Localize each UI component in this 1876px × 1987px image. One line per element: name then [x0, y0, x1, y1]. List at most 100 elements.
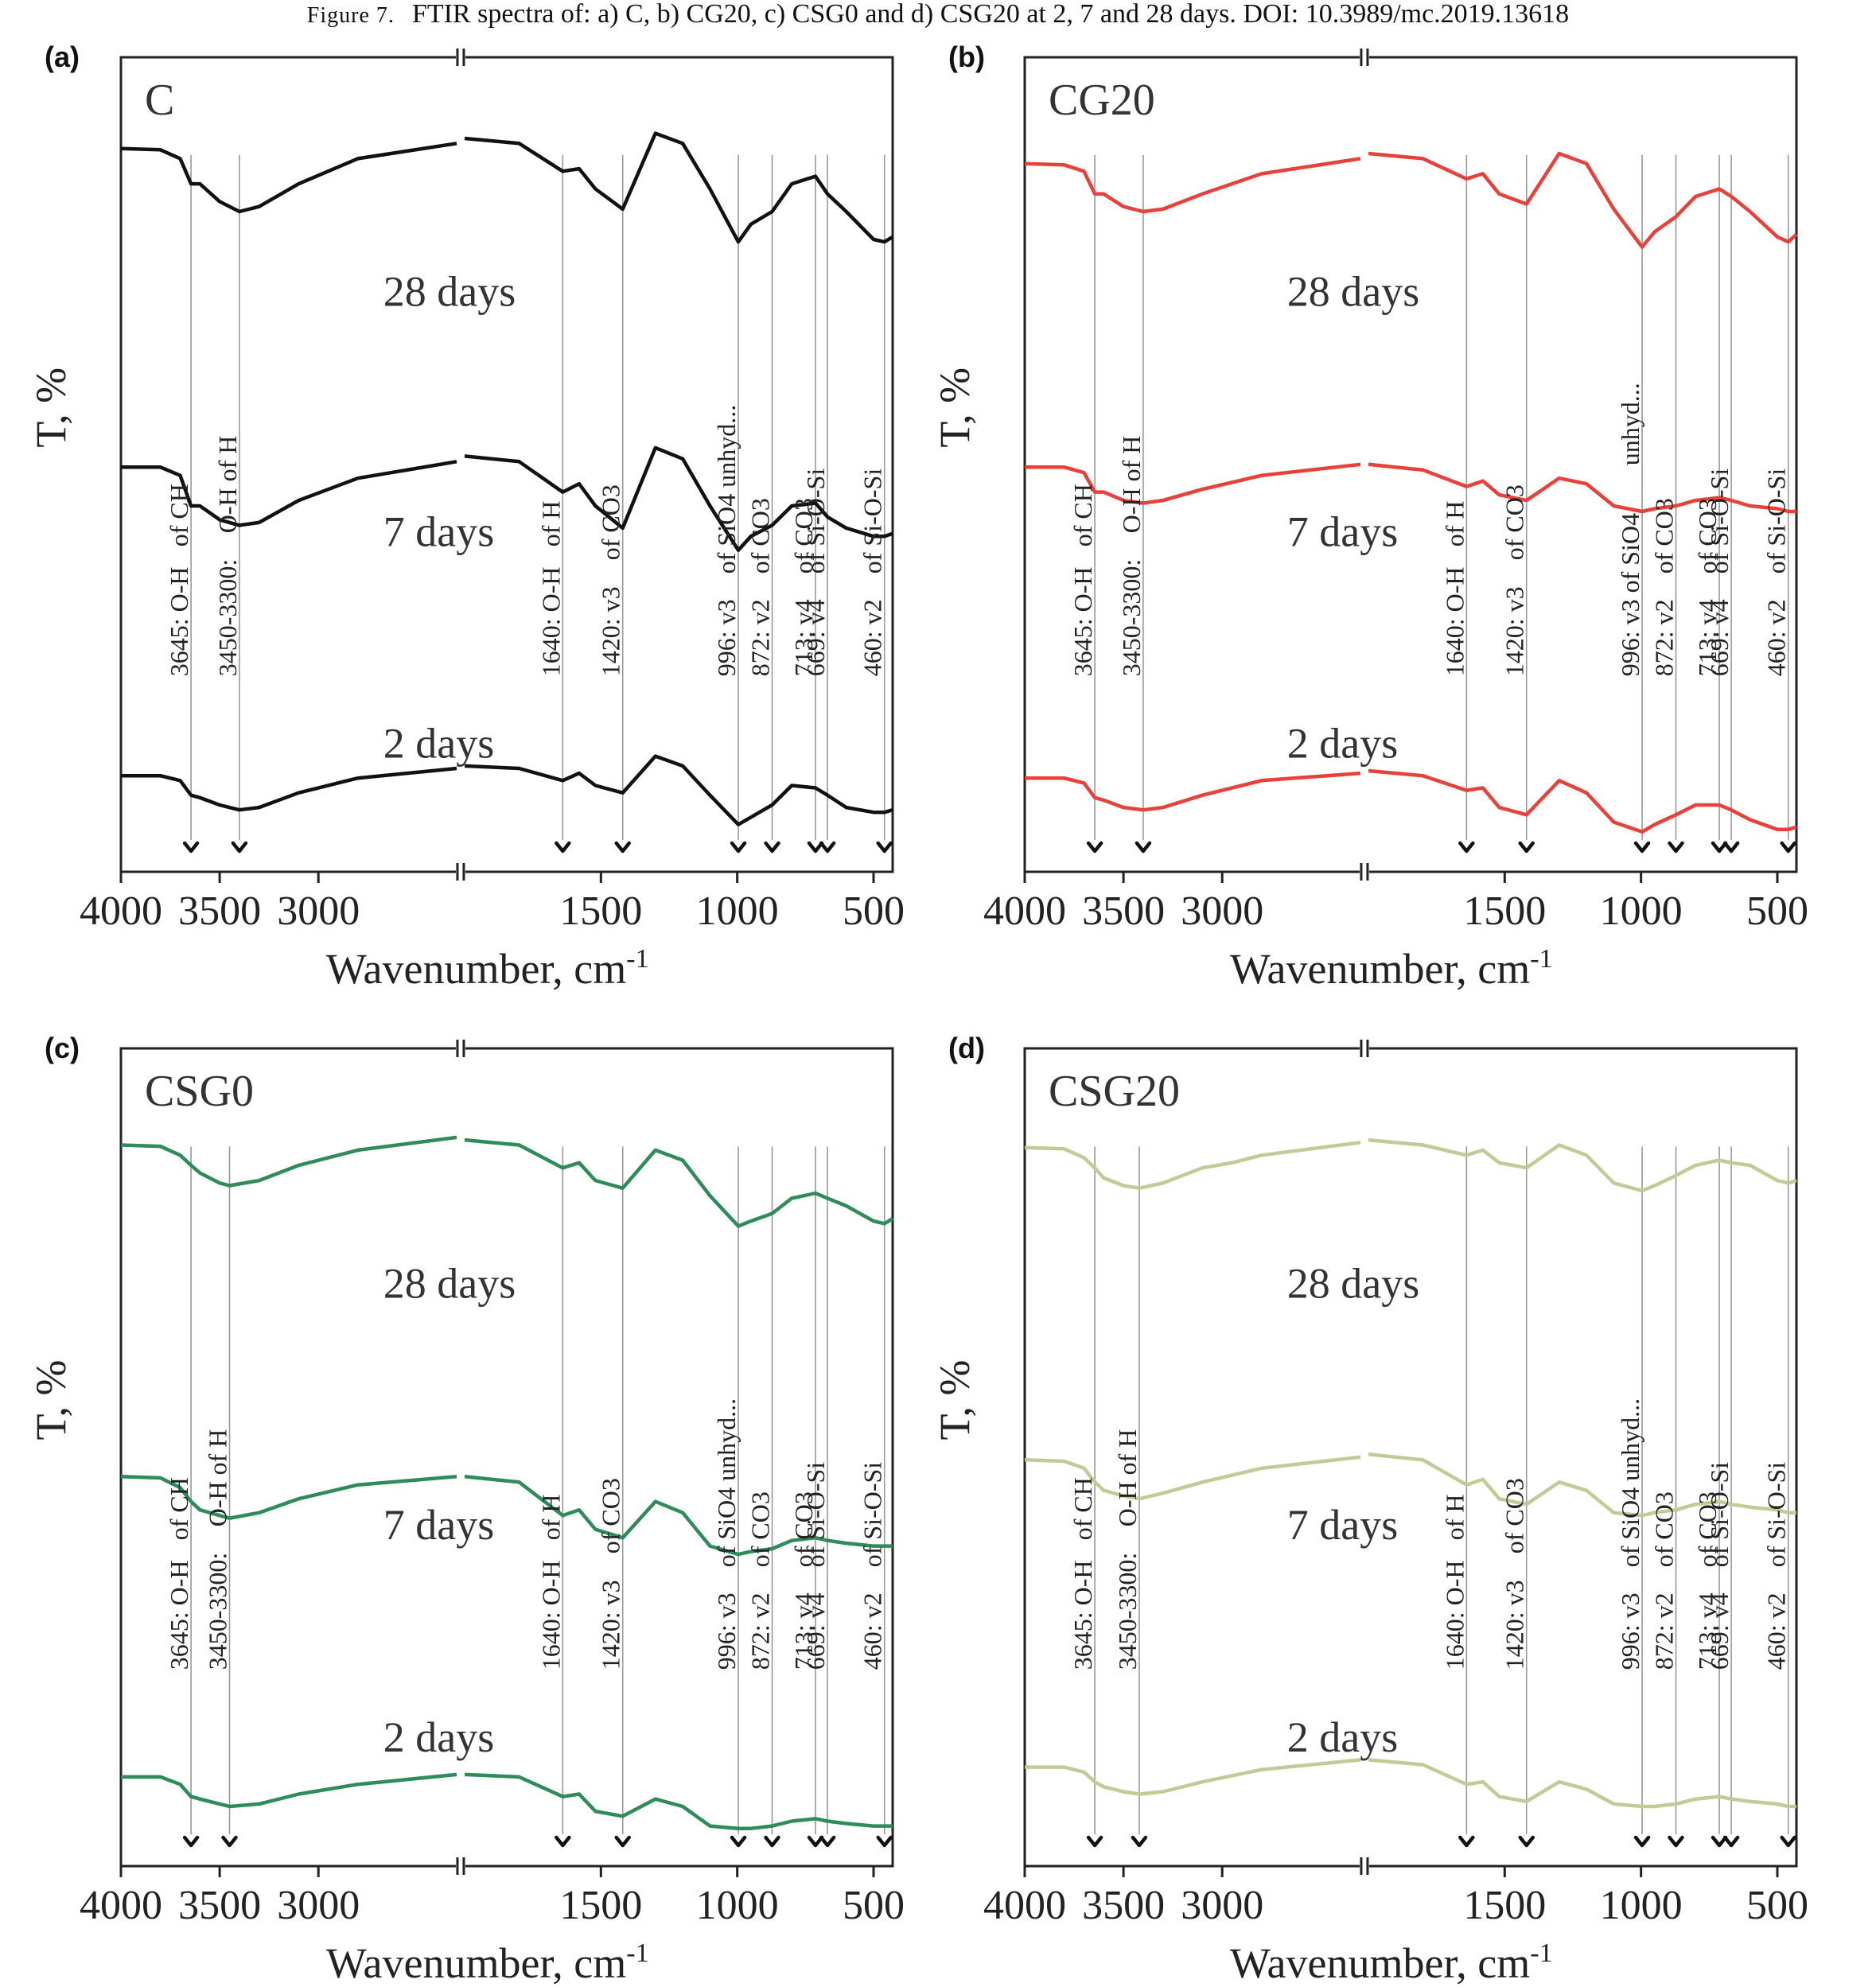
- down-arrow-icon: [614, 841, 631, 854]
- sample-name: C: [145, 76, 174, 125]
- series-label: 7 days: [1287, 507, 1398, 555]
- down-arrow-icon: [764, 1835, 780, 1848]
- series-label: 2 days: [383, 720, 494, 768]
- band-label: 996: v3of SiO4 unhyd...: [1616, 1398, 1644, 1670]
- spectrum-line-28-days: [120, 1135, 894, 1228]
- band-label: 872: v2of CO3: [746, 498, 775, 676]
- down-arrow-icon: [1711, 841, 1728, 854]
- band-label: 3645: O-Hof CH: [165, 1477, 193, 1670]
- down-arrow-icon: [819, 1835, 836, 1848]
- x-tick-label: 4000: [983, 889, 1066, 934]
- down-arrow-icon: [1458, 1835, 1475, 1848]
- band-label: 669: v4of Si-O-Si: [801, 469, 830, 677]
- down-arrow-icon: [1135, 841, 1152, 854]
- down-arrow-icon: [1780, 1835, 1796, 1848]
- x-tick-label: 1500: [1463, 1883, 1546, 1928]
- series-label: 28 days: [1287, 1260, 1419, 1308]
- band-label: 996: v3 of SiO4unhyd...: [1616, 383, 1644, 676]
- band-label: 669: v4of Si-O-Si: [801, 1462, 830, 1670]
- series-label: 2 days: [383, 1713, 494, 1761]
- panel-csg0: (c) CSG0 T, % 4000 3500 3000 1500 1000 500 Wavenu…: [27, 1032, 905, 1987]
- x-tick-label: 1000: [1600, 889, 1683, 934]
- x-tick-label: 500: [843, 889, 905, 934]
- band-label: 3450-3300:O-H of H: [213, 436, 242, 677]
- band-label: 872: v2of CO3: [1650, 1491, 1679, 1670]
- y-axis-title: T, %: [27, 1360, 75, 1441]
- sample-name: CG20: [1049, 76, 1155, 125]
- down-arrow-icon: [1722, 841, 1740, 854]
- down-arrow-icon: [555, 1835, 571, 1848]
- spectrum-line-28-days: [1024, 151, 1798, 249]
- x-tick-label: 3000: [1181, 1883, 1263, 1928]
- series-label: 28 days: [383, 267, 516, 315]
- x-tick-label: 3500: [178, 1883, 261, 1928]
- down-arrow-icon: [1086, 1835, 1103, 1848]
- band-label: 460: v2of Si-O-Si: [858, 1462, 887, 1670]
- down-arrow-icon: [1711, 1835, 1728, 1848]
- band-label: 3645: O-Hof CH: [1068, 484, 1097, 676]
- panel-letter: (c): [45, 1032, 80, 1064]
- down-arrow-icon: [1668, 1835, 1684, 1848]
- x-tick-label: 1000: [1600, 1883, 1683, 1928]
- down-arrow-icon: [614, 1835, 631, 1848]
- down-arrow-icon: [1458, 841, 1475, 854]
- x-tick-label: 1000: [696, 1883, 779, 1928]
- band-label: 1640: O-Hof H: [1440, 1495, 1469, 1670]
- down-arrow-icon: [1131, 1835, 1148, 1848]
- down-arrow-icon: [182, 1835, 200, 1848]
- x-tick-label: 500: [843, 1883, 905, 1928]
- x-tick-label: 3500: [1082, 889, 1165, 934]
- x-tick-label: 500: [1746, 889, 1808, 934]
- down-arrow-icon: [730, 1835, 747, 1848]
- x-tick-label: 1500: [559, 889, 642, 934]
- spectrum-line-2-days: [1025, 1758, 1796, 1809]
- spectrum-line-2-days: [121, 754, 893, 826]
- band-label: 713: v4of CO3: [1693, 1491, 1722, 1670]
- down-arrow-icon: [764, 841, 780, 854]
- spectrum-line-2-days: [1025, 768, 1797, 834]
- band-label: 713: v4of CO3: [1693, 498, 1722, 676]
- band-label: 460: v2of Si-O-Si: [858, 469, 887, 677]
- down-arrow-icon: [1633, 1835, 1651, 1848]
- panel-csg20: (d) CSG20 T, % 4000 3500 3000 1500 1000 500 Waven…: [931, 1032, 1808, 1987]
- x-tick-label: 1000: [696, 889, 779, 934]
- series-label: 2 days: [1287, 1713, 1398, 1761]
- down-arrow-icon: [730, 841, 747, 854]
- band-label: 1420: v3of CO3: [597, 1478, 625, 1670]
- band-label: 1420: v3of CO3: [597, 484, 625, 676]
- x-tick-label: 4000: [80, 1883, 162, 1928]
- caption-lead: Figure 7.: [307, 3, 395, 28]
- x-tick-label: 3000: [277, 1883, 360, 1928]
- down-arrow-icon: [876, 841, 893, 854]
- band-label: 669: v4of Si-O-Si: [1705, 469, 1734, 677]
- down-arrow-icon: [182, 841, 200, 854]
- x-tick-label: 3000: [277, 889, 360, 934]
- x-tick-label: 1500: [559, 1883, 642, 1928]
- spectrum-line-7-days: [1025, 462, 1796, 514]
- band-label: 1640: O-Hof H: [536, 1495, 565, 1670]
- band-label: 460: v2of Si-O-Si: [1762, 1462, 1791, 1670]
- series-label: 7 days: [383, 1501, 494, 1549]
- down-arrow-icon: [221, 1835, 238, 1848]
- panel-letter: (d): [948, 1032, 985, 1064]
- band-label: 1640: O-Hof H: [536, 500, 565, 676]
- series-label: 28 days: [383, 1260, 516, 1308]
- down-arrow-icon: [1668, 841, 1684, 854]
- x-axis-title: Wavenumber, cm-1: [326, 944, 649, 993]
- band-label: 872: v2of CO3: [746, 1491, 775, 1670]
- x-tick-label: 500: [1746, 1883, 1808, 1928]
- series-label: 2 days: [1287, 720, 1398, 768]
- band-label: 3450-3300:O-H of H: [204, 1429, 232, 1670]
- x-tick-label: 1500: [1463, 889, 1546, 934]
- sample-name: CSG0: [145, 1067, 254, 1116]
- y-axis-title: T, %: [931, 1360, 979, 1441]
- band-label: 1420: v3of CO3: [1500, 484, 1529, 676]
- x-tick-label: 3500: [178, 889, 261, 934]
- down-arrow-icon: [1780, 841, 1796, 854]
- down-arrow-icon: [807, 841, 824, 854]
- spectrum-line-28-days: [120, 131, 894, 244]
- sample-name: CSG20: [1049, 1067, 1180, 1116]
- down-arrow-icon: [1086, 841, 1103, 854]
- x-tick-label: 4000: [80, 889, 162, 934]
